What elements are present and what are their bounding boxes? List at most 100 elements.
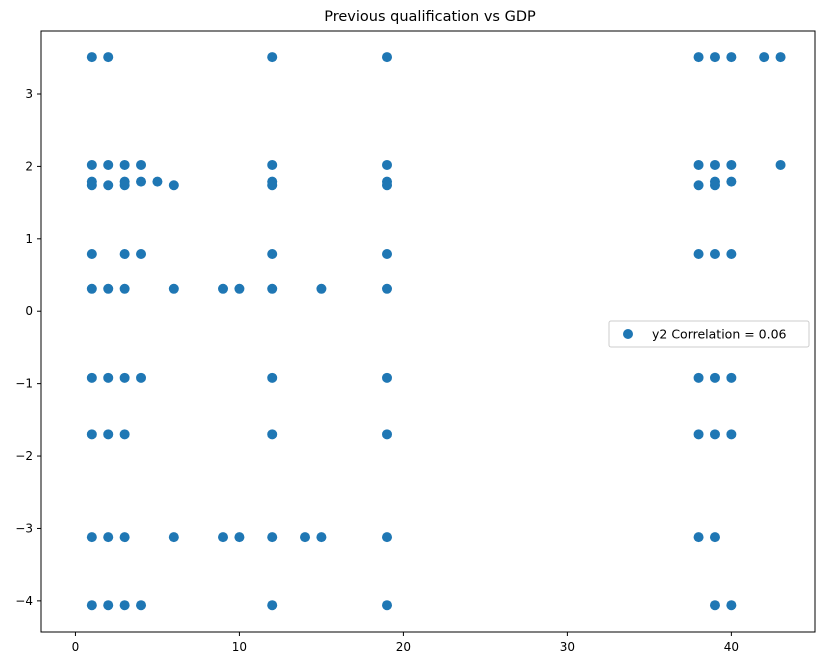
data-point [382, 372, 393, 383]
data-points [86, 52, 786, 611]
data-point [382, 532, 393, 543]
data-point [693, 52, 704, 63]
data-point [119, 429, 130, 440]
data-point [86, 429, 97, 440]
legend-label: y2 Correlation = 0.06 [652, 327, 787, 342]
legend-box [608, 320, 810, 348]
data-point [300, 532, 311, 543]
y-tick-label: −1 [15, 377, 33, 391]
data-point [726, 372, 737, 383]
data-point [382, 249, 393, 260]
data-point [136, 159, 147, 170]
data-point [86, 159, 97, 170]
x-tick-label: 30 [560, 640, 575, 654]
data-point [86, 52, 97, 63]
data-point [103, 180, 114, 191]
data-point [119, 372, 130, 383]
data-point [218, 532, 229, 543]
data-point [136, 249, 147, 260]
data-point [693, 180, 704, 191]
data-point [709, 52, 720, 63]
data-point [103, 372, 114, 383]
x-tick-label: 40 [724, 640, 739, 654]
data-point [726, 176, 737, 187]
data-point [726, 429, 737, 440]
data-point [267, 429, 278, 440]
data-point [759, 52, 770, 63]
axis-ticks: 0 10 20 30 40 −4 −3 −2 −1 0 1 2 3 [15, 87, 739, 654]
data-point [267, 372, 278, 383]
data-point [267, 600, 278, 611]
data-point [267, 159, 278, 170]
data-point [168, 532, 179, 543]
data-point [316, 283, 327, 294]
data-point [119, 283, 130, 294]
data-point [267, 249, 278, 260]
data-point [152, 176, 163, 187]
data-point [103, 159, 114, 170]
data-point [119, 159, 130, 170]
data-point [726, 159, 737, 170]
data-point [693, 429, 704, 440]
legend-marker [623, 329, 633, 339]
data-point [775, 52, 786, 63]
data-point [382, 159, 393, 170]
data-point [709, 532, 720, 543]
data-point [103, 283, 114, 294]
data-point [709, 249, 720, 260]
data-point [775, 159, 786, 170]
data-point [693, 372, 704, 383]
data-point [382, 600, 393, 611]
data-point [103, 532, 114, 543]
data-point [693, 249, 704, 260]
data-point [316, 532, 327, 543]
data-point [693, 532, 704, 543]
data-point [382, 52, 393, 63]
data-point [267, 52, 278, 63]
x-tick-label: 0 [72, 640, 80, 654]
data-point [267, 283, 278, 294]
data-point [86, 532, 97, 543]
data-point [709, 429, 720, 440]
data-point [382, 429, 393, 440]
data-point [726, 52, 737, 63]
data-point [693, 159, 704, 170]
chart-title: Previous qualification vs GDP [324, 9, 536, 25]
data-point [234, 532, 245, 543]
data-point [168, 283, 179, 294]
data-point [119, 249, 130, 260]
data-point [136, 372, 147, 383]
y-tick-label: 1 [25, 232, 33, 246]
y-tick-label: −4 [15, 594, 33, 608]
x-tick-label: 20 [396, 640, 411, 654]
data-point [119, 600, 130, 611]
y-tick-label: 3 [25, 87, 33, 101]
data-point [136, 176, 147, 187]
data-point [103, 600, 114, 611]
data-point [86, 249, 97, 260]
y-tick-label: 2 [25, 159, 33, 173]
data-point [382, 283, 393, 294]
data-point [119, 532, 130, 543]
data-point [267, 532, 278, 543]
y-tick-label: −2 [15, 449, 33, 463]
data-point [709, 372, 720, 383]
data-point [267, 180, 278, 191]
y-tick-label: 0 [25, 304, 33, 318]
data-point [709, 180, 720, 191]
data-point [234, 283, 245, 294]
data-point [136, 600, 147, 611]
data-point [168, 180, 179, 191]
data-point [709, 600, 720, 611]
y-tick-label: −3 [15, 521, 33, 535]
x-tick-label: 10 [232, 640, 247, 654]
data-point [218, 283, 229, 294]
data-point [382, 180, 393, 191]
plot-area-frame [40, 30, 816, 633]
data-point [119, 180, 130, 191]
data-point [726, 249, 737, 260]
data-point [709, 159, 720, 170]
data-point [103, 429, 114, 440]
data-point [86, 372, 97, 383]
